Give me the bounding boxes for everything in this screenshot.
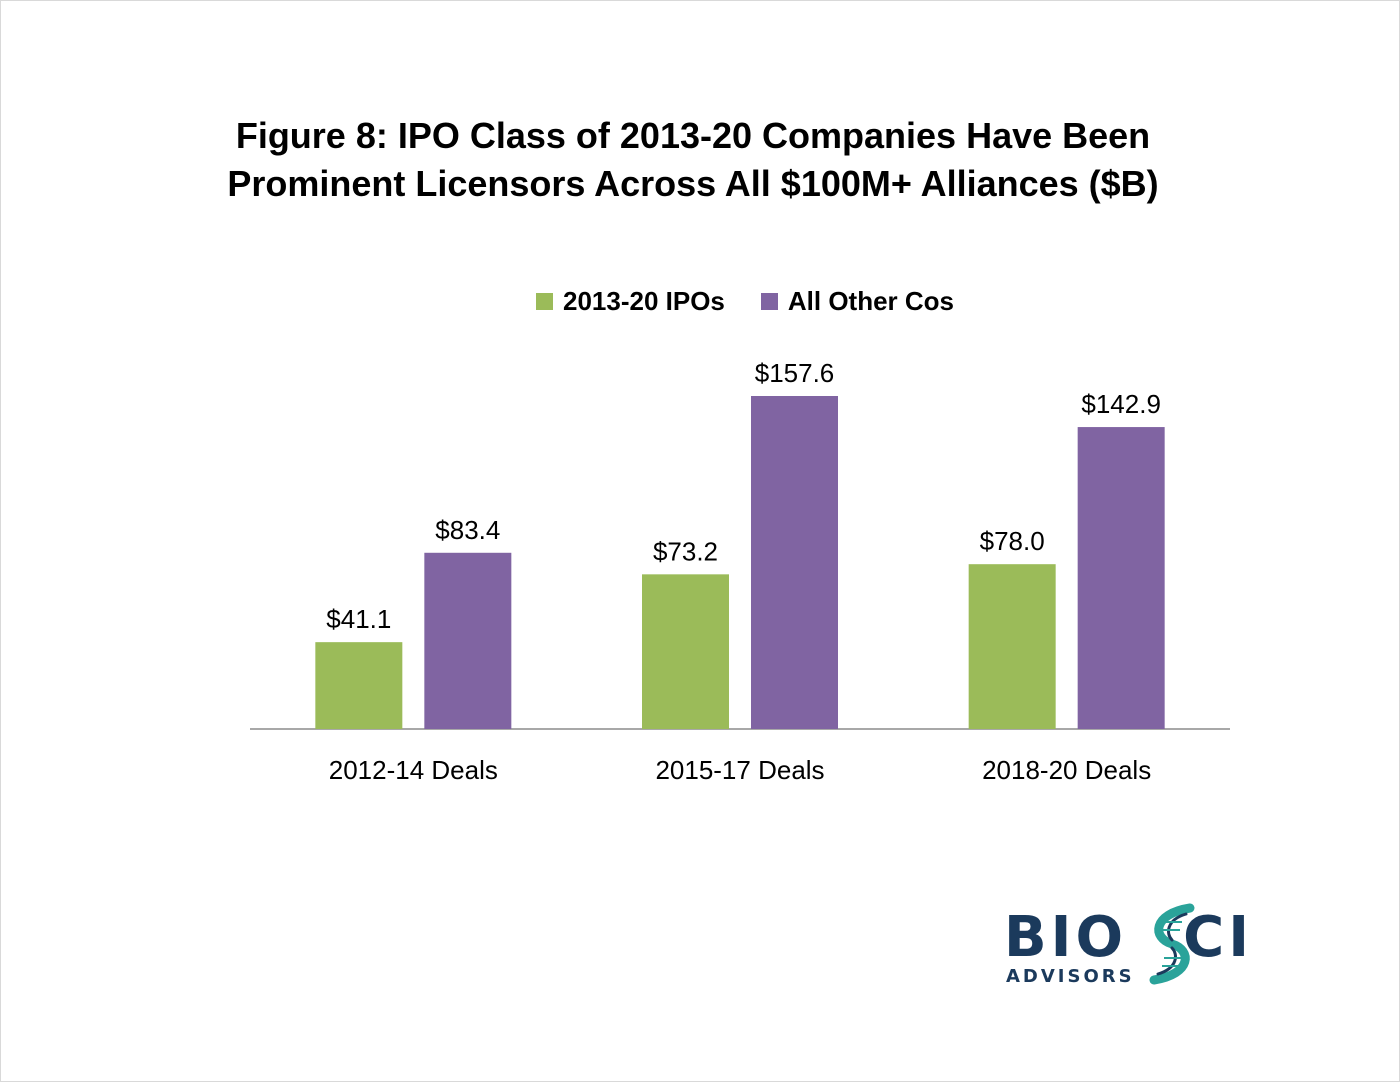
legend-label-ipos: 2013-20 IPOs [562,286,725,316]
chart-title-line-1: Figure 8: IPO Class of 2013-20 Companies… [235,115,1151,156]
legend-swatch-other [760,293,778,310]
dna-helix-icon [1149,903,1195,985]
biosci-advisors-logo: BIO CI ADVISORS [1004,900,1294,990]
legend-item-other: All Other Cos [760,286,955,317]
category-label-0: 2012-14 Deals [329,755,498,785]
bar-other-1 [751,396,838,729]
legend-label-other: All Other Cos [787,286,955,316]
bar-other-2 [1077,427,1165,729]
bar-ipos-1 [642,574,729,729]
data-label-other-0: $83.4 [435,515,500,545]
data-label-ipos-2: $78.0 [980,526,1045,556]
chart-legend: 2013-20 IPOs All Other Cos [0,286,1400,317]
logo-wordmark: BIO CI [1004,908,1253,968]
logo-subtitle: ADVISORS [1006,966,1135,987]
bar-ipos-0 [315,642,403,729]
bar-other-0 [424,552,512,729]
data-label-ipos-1: $73.2 [653,536,718,566]
legend-swatch-ipos [535,293,553,310]
logo-wordmark-right: CI [1183,905,1254,970]
data-label-other-2: $142.9 [1081,389,1161,419]
chart-title: Figure 8: IPO Class of 2013-20 Companies… [0,112,1386,208]
category-label-1: 2015-17 Deals [655,755,824,785]
legend-item-ipos: 2013-20 IPOs [535,286,725,317]
data-label-ipos-0: $41.1 [326,604,391,634]
category-label-2: 2018-20 Deals [982,755,1151,785]
logo-wordmark-left: BIO [1004,905,1128,970]
data-label-other-1: $157.6 [755,358,835,388]
bar-ipos-2 [968,564,1056,729]
chart-title-line-2: Prominent Licensors Across All $100M+ Al… [227,163,1159,204]
